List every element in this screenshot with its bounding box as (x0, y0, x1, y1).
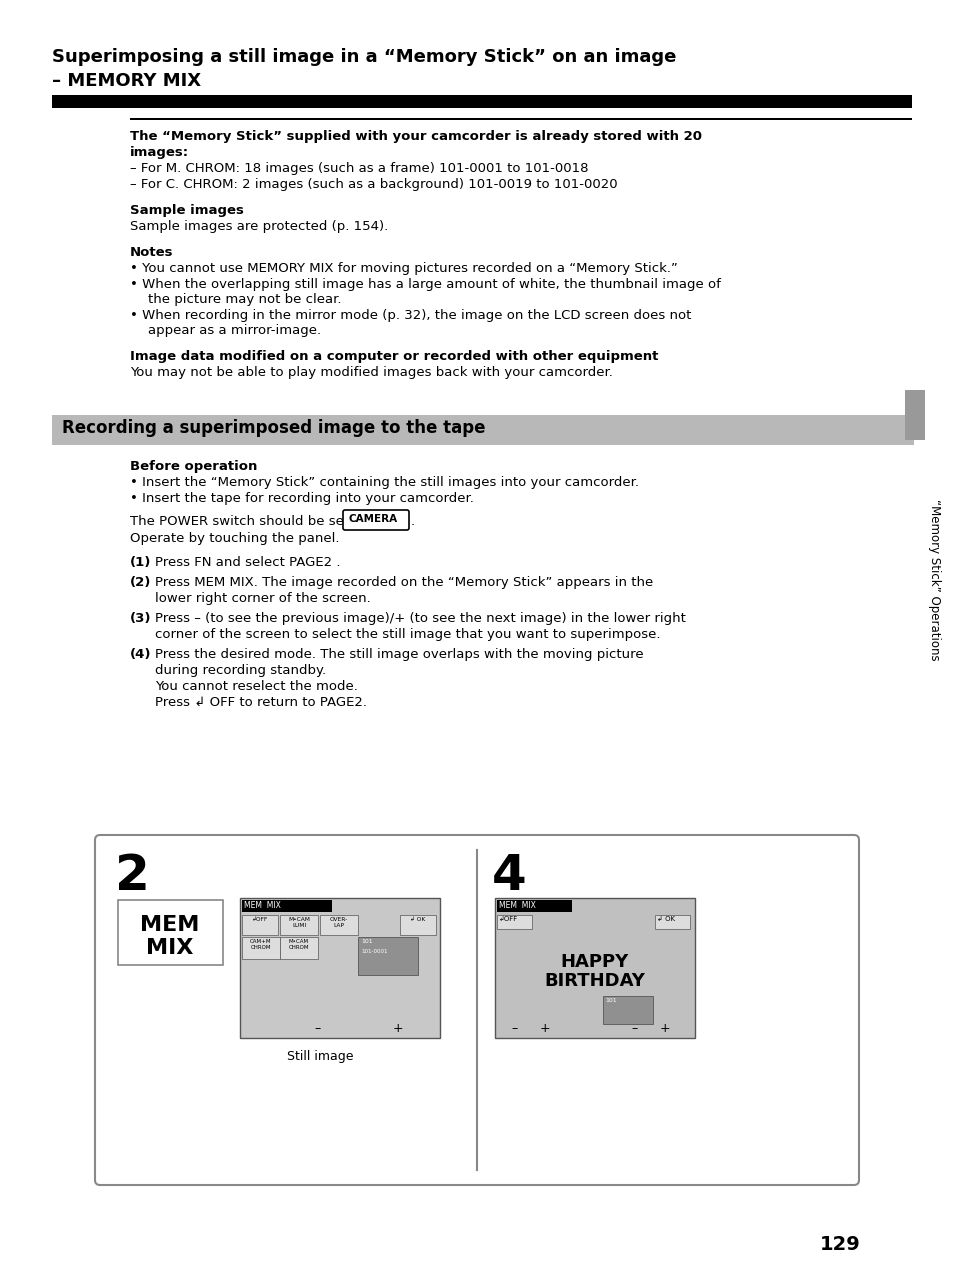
Text: OVER-
LAP: OVER- LAP (330, 917, 348, 928)
Text: CAMERA: CAMERA (349, 514, 397, 524)
Bar (130, 118, 911, 120)
Text: during recording standby.: during recording standby. (154, 665, 326, 677)
Text: MEM  MIX: MEM MIX (244, 901, 280, 910)
Bar (52, 415, 913, 446)
Text: • When the overlapping still image has a large amount of white, the thumbnail im: • When the overlapping still image has a… (130, 278, 720, 292)
Text: +: + (539, 1022, 550, 1035)
Bar (904, 390, 924, 440)
Text: ↲ OK: ↲ OK (410, 917, 425, 922)
Text: 101: 101 (604, 998, 616, 1003)
Text: “Memory Stick” Operations: “Memory Stick” Operations (927, 499, 941, 661)
Text: (4): (4) (130, 648, 152, 661)
Text: (1): (1) (130, 556, 152, 569)
Text: the picture may not be clear.: the picture may not be clear. (148, 293, 341, 306)
Text: +: + (659, 1022, 670, 1035)
Bar (52, 95, 911, 108)
Text: The POWER switch should be set to: The POWER switch should be set to (130, 516, 371, 528)
Text: (3): (3) (130, 612, 152, 625)
Text: 129: 129 (820, 1235, 860, 1254)
Text: M•CAM
CHROM: M•CAM CHROM (289, 939, 309, 950)
Text: MEM
MIX: MEM MIX (140, 915, 199, 959)
Bar (280, 937, 317, 959)
Text: Press FN and select PAGE2 .: Press FN and select PAGE2 . (154, 556, 340, 569)
Text: +: + (393, 1022, 403, 1035)
Text: Still image: Still image (287, 1050, 353, 1063)
Text: Press MEM MIX. The image recorded on the “Memory Stick” appears in the: Press MEM MIX. The image recorded on the… (154, 575, 653, 589)
Text: appear as a mirror-image.: appear as a mirror-image. (148, 325, 321, 337)
Text: 101-0001: 101-0001 (360, 948, 387, 953)
Bar (497, 915, 532, 929)
Text: You cannot reselect the mode.: You cannot reselect the mode. (154, 680, 357, 693)
Text: lower right corner of the screen.: lower right corner of the screen. (154, 592, 371, 605)
Text: Press – (to see the previous image)/+ (to see the next image) in the lower right: Press – (to see the previous image)/+ (t… (154, 612, 685, 625)
Bar (655, 915, 689, 929)
Text: BIRTHDAY: BIRTHDAY (544, 973, 645, 990)
Bar (319, 915, 357, 934)
Bar (497, 900, 572, 911)
Text: –: – (512, 1022, 517, 1035)
Text: • Insert the “Memory Stick” containing the still images into your camcorder.: • Insert the “Memory Stick” containing t… (130, 476, 639, 489)
FancyBboxPatch shape (95, 835, 858, 1185)
Text: 2: 2 (115, 852, 150, 900)
Text: corner of the screen to select the still image that you want to superimpose.: corner of the screen to select the still… (154, 628, 659, 642)
Text: images:: images: (130, 146, 189, 159)
Text: M•CAM
LUMI: M•CAM LUMI (288, 917, 310, 928)
Text: Operate by touching the panel.: Operate by touching the panel. (130, 532, 339, 545)
Text: – For M. CHROM: 18 images (such as a frame) 101-0001 to 101-0018: – For M. CHROM: 18 images (such as a fra… (130, 162, 588, 174)
Text: Before operation: Before operation (130, 460, 257, 474)
Text: ↲ OK: ↲ OK (657, 917, 675, 922)
Text: • Insert the tape for recording into your camcorder.: • Insert the tape for recording into you… (130, 491, 474, 505)
Text: Image data modified on a computer or recorded with other equipment: Image data modified on a computer or rec… (130, 350, 658, 363)
Text: Notes: Notes (130, 246, 173, 258)
Text: CAM+M
CHROM: CAM+M CHROM (250, 939, 272, 950)
Bar (118, 900, 223, 965)
Bar (242, 915, 277, 934)
Text: Sample images are protected (p. 154).: Sample images are protected (p. 154). (130, 220, 388, 233)
Text: Sample images: Sample images (130, 204, 244, 216)
Text: –: – (631, 1022, 638, 1035)
Bar (242, 937, 280, 959)
Bar (495, 897, 695, 1037)
Bar (280, 915, 317, 934)
Text: –: – (314, 1022, 321, 1035)
Text: Press the desired mode. The still image overlaps with the moving picture: Press the desired mode. The still image … (154, 648, 643, 661)
Text: • When recording in the mirror mode (p. 32), the image on the LCD screen does no: • When recording in the mirror mode (p. … (130, 309, 691, 322)
Text: HAPPY: HAPPY (560, 953, 628, 971)
Text: Superimposing a still image in a “Memory Stick” on an image: Superimposing a still image in a “Memory… (52, 48, 676, 66)
Text: Recording a superimposed image to the tape: Recording a superimposed image to the ta… (62, 419, 485, 437)
Bar (399, 915, 436, 934)
Bar (357, 937, 417, 975)
FancyBboxPatch shape (343, 510, 409, 530)
Text: – For C. CHROM: 2 images (such as a background) 101-0019 to 101-0020: – For C. CHROM: 2 images (such as a back… (130, 178, 617, 191)
Text: .: . (411, 516, 415, 528)
Text: ↲OFF: ↲OFF (252, 917, 268, 922)
Text: (2): (2) (130, 575, 152, 589)
Text: – MEMORY MIX: – MEMORY MIX (52, 73, 201, 90)
Text: MEM  MIX: MEM MIX (498, 901, 536, 910)
Bar (602, 995, 652, 1023)
Text: 101: 101 (360, 939, 373, 945)
Text: ↲OFF: ↲OFF (498, 917, 517, 922)
Text: 4: 4 (492, 852, 526, 900)
Bar (242, 900, 332, 911)
Text: Press ↲ OFF to return to PAGE2.: Press ↲ OFF to return to PAGE2. (154, 696, 367, 709)
Text: You may not be able to play modified images back with your camcorder.: You may not be able to play modified ima… (130, 367, 612, 379)
Text: • You cannot use MEMORY MIX for moving pictures recorded on a “Memory Stick.”: • You cannot use MEMORY MIX for moving p… (130, 262, 678, 275)
Text: The “Memory Stick” supplied with your camcorder is already stored with 20: The “Memory Stick” supplied with your ca… (130, 130, 701, 143)
Bar (240, 897, 439, 1037)
